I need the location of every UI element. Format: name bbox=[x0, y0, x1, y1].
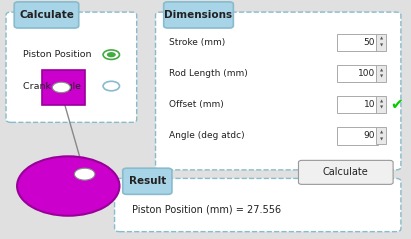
Circle shape bbox=[103, 81, 120, 91]
Text: Crank Angle: Crank Angle bbox=[23, 81, 81, 91]
Text: Piston Position (mm) = 27.556: Piston Position (mm) = 27.556 bbox=[132, 205, 281, 215]
Circle shape bbox=[74, 168, 95, 180]
FancyBboxPatch shape bbox=[337, 96, 378, 114]
Text: Dimensions: Dimensions bbox=[164, 10, 233, 20]
Text: Angle (deg atdc): Angle (deg atdc) bbox=[169, 131, 245, 140]
Circle shape bbox=[17, 156, 120, 216]
FancyBboxPatch shape bbox=[376, 65, 386, 82]
Text: Stroke (mm): Stroke (mm) bbox=[169, 38, 226, 47]
Text: Calculate: Calculate bbox=[19, 10, 74, 20]
FancyBboxPatch shape bbox=[164, 2, 233, 28]
FancyBboxPatch shape bbox=[123, 168, 172, 194]
FancyBboxPatch shape bbox=[376, 34, 386, 51]
Circle shape bbox=[107, 52, 116, 57]
FancyBboxPatch shape bbox=[337, 33, 378, 51]
FancyBboxPatch shape bbox=[115, 179, 401, 232]
Text: 100: 100 bbox=[358, 69, 375, 78]
FancyBboxPatch shape bbox=[6, 12, 137, 122]
Circle shape bbox=[52, 82, 70, 93]
Text: ▼: ▼ bbox=[380, 75, 383, 79]
FancyBboxPatch shape bbox=[337, 65, 378, 82]
FancyBboxPatch shape bbox=[155, 12, 401, 170]
Text: Result: Result bbox=[129, 176, 166, 186]
FancyBboxPatch shape bbox=[42, 70, 85, 104]
Text: 50: 50 bbox=[364, 38, 375, 47]
Text: Offset (mm): Offset (mm) bbox=[169, 100, 224, 109]
Text: Piston Position: Piston Position bbox=[23, 50, 92, 59]
Text: ▲: ▲ bbox=[380, 37, 383, 41]
Text: ▼: ▼ bbox=[380, 106, 383, 110]
Text: ▼: ▼ bbox=[380, 44, 383, 48]
Text: ▲: ▲ bbox=[380, 99, 383, 103]
Text: Calculate: Calculate bbox=[323, 167, 369, 177]
FancyBboxPatch shape bbox=[14, 2, 79, 28]
Text: Rod Length (mm): Rod Length (mm) bbox=[169, 69, 248, 78]
Text: ▲: ▲ bbox=[380, 68, 383, 72]
FancyBboxPatch shape bbox=[376, 96, 386, 113]
Text: ✔: ✔ bbox=[390, 97, 403, 112]
FancyBboxPatch shape bbox=[298, 160, 393, 184]
FancyBboxPatch shape bbox=[337, 127, 378, 145]
Text: ▼: ▼ bbox=[380, 137, 383, 141]
Circle shape bbox=[103, 50, 120, 60]
Text: ▲: ▲ bbox=[380, 130, 383, 135]
Text: 10: 10 bbox=[364, 100, 375, 109]
Text: 90: 90 bbox=[364, 131, 375, 140]
FancyBboxPatch shape bbox=[376, 127, 386, 144]
